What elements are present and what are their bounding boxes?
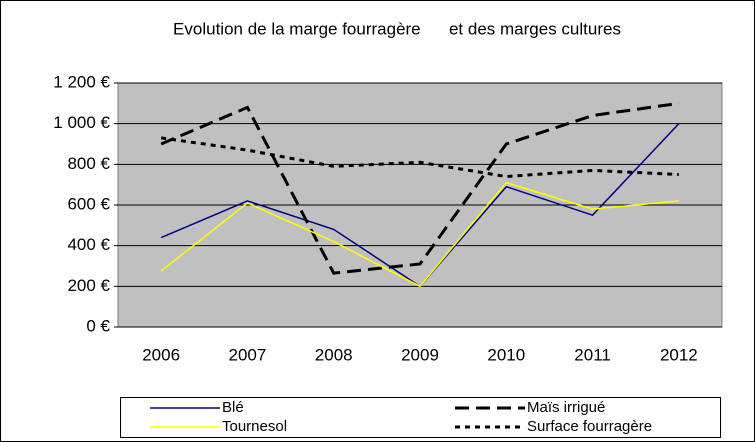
x-tick-label: 2010	[487, 345, 525, 364]
x-tick-label: 2008	[315, 345, 353, 364]
x-tick-label: 2009	[401, 345, 439, 364]
legend	[120, 397, 721, 438]
series-line	[160, 101, 680, 275]
series-line	[160, 136, 679, 179]
x-tick-label: 2006	[142, 345, 180, 364]
x-tick-label: 2007	[229, 345, 267, 364]
legend-label: Surface fourragère	[527, 418, 652, 435]
chart-title: Evolution de la marge fourragère et des …	[173, 19, 621, 38]
y-tick-label: 0 €	[86, 316, 110, 335]
legend-label: Maïs irrigué	[527, 399, 605, 416]
y-tick-label: 600 €	[67, 194, 110, 213]
series-line	[160, 181, 679, 288]
legend-label: Blé	[222, 399, 244, 416]
y-tick-label: 1 000 €	[53, 113, 110, 132]
y-tick-label: 1 200 €	[53, 72, 110, 91]
y-tick-label: 800 €	[67, 154, 110, 173]
y-tick-label: 400 €	[67, 235, 110, 254]
x-tick-label: 2012	[660, 345, 698, 364]
legend-label: Tournesol	[222, 418, 287, 435]
x-tick-label: 2011	[574, 345, 611, 364]
y-tick-label: 200 €	[67, 276, 110, 295]
